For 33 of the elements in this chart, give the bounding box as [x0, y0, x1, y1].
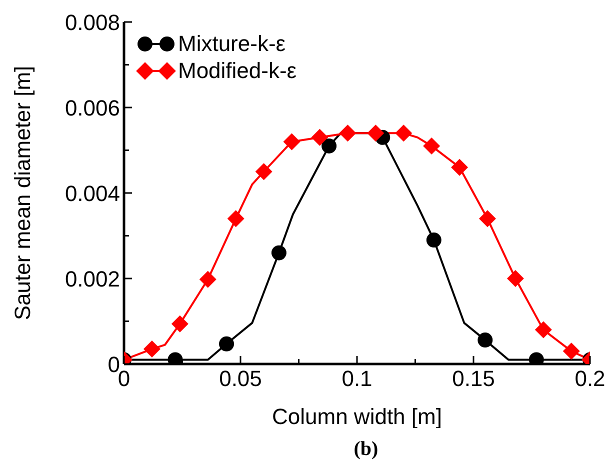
point	[219, 336, 234, 352]
point	[367, 124, 384, 142]
point	[143, 340, 160, 358]
point	[562, 342, 580, 360]
text: (b)	[352, 438, 380, 461]
x-tick-label: 0.15	[452, 366, 495, 391]
point	[423, 137, 440, 154]
y-tick-label: 0.006	[64, 96, 120, 120]
x-tick-label: 0.2	[574, 366, 606, 391]
legend-label: Modified-k-ε	[178, 57, 297, 84]
y-tick-label: 0.002	[64, 266, 120, 292]
y-tick-label: 0.008	[64, 10, 120, 35]
y-tick-label: 0.004	[64, 181, 120, 206]
x-tick-label: 0.05	[219, 366, 262, 391]
point	[311, 128, 328, 146]
point	[271, 245, 286, 260]
point	[478, 332, 493, 348]
point	[171, 315, 188, 332]
legend-label: Mixture-k-ε	[178, 30, 286, 57]
point	[534, 321, 552, 338]
point	[506, 270, 524, 287]
point	[227, 210, 244, 228]
point	[339, 124, 356, 142]
point	[322, 138, 337, 154]
point	[451, 158, 468, 176]
point	[426, 232, 442, 248]
point	[255, 163, 272, 180]
point	[478, 210, 496, 228]
x-tick-label: 0.1	[342, 366, 372, 391]
point	[199, 270, 216, 288]
point	[395, 124, 412, 142]
point	[283, 133, 300, 150]
y-axis-title: Sauter mean diameter [m]	[10, 66, 35, 320]
